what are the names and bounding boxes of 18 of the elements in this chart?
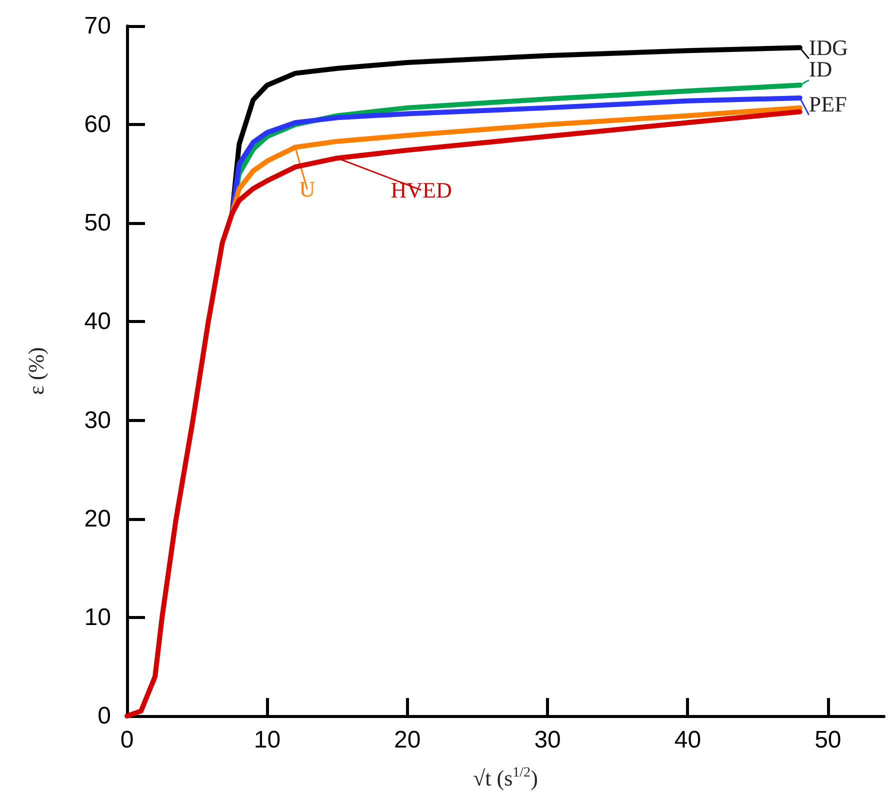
x-tick-label: 40 bbox=[674, 726, 702, 754]
x-tick-label: 50 bbox=[814, 726, 842, 754]
series-label: HVED bbox=[390, 178, 452, 203]
x-tick-label: 30 bbox=[534, 726, 561, 754]
x-tick-label: 20 bbox=[394, 726, 421, 754]
y-tick-label: 10 bbox=[84, 604, 111, 631]
x-tick-label: 10 bbox=[254, 726, 281, 754]
y-tick-label: 70 bbox=[84, 12, 111, 40]
y-tick-label: 0 bbox=[98, 702, 111, 730]
y-axis-title: ε (%) bbox=[24, 347, 48, 395]
y-tick-label: 20 bbox=[84, 505, 111, 532]
legend-label: PEF bbox=[808, 91, 847, 116]
y-tick-label: 50 bbox=[84, 210, 111, 237]
y-tick-label: 30 bbox=[84, 406, 111, 434]
series-label: U bbox=[299, 176, 316, 202]
y-tick-label: 60 bbox=[84, 111, 111, 138]
x-tick-label: 0 bbox=[120, 726, 134, 754]
y-tick-label: 40 bbox=[84, 308, 111, 336]
